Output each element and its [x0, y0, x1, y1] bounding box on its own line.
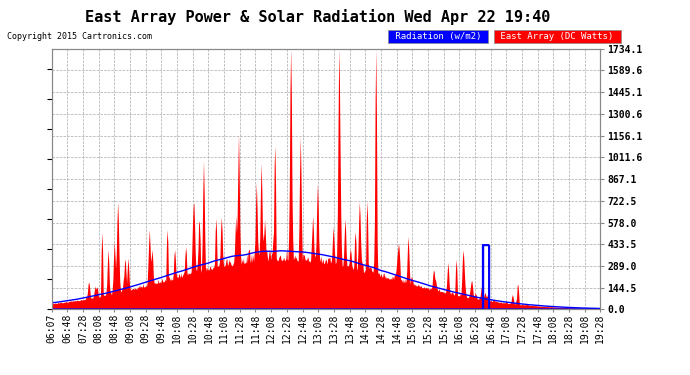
Text: Radiation (w/m2): Radiation (w/m2) [390, 32, 486, 41]
Text: East Array (DC Watts): East Array (DC Watts) [495, 32, 619, 41]
Text: East Array Power & Solar Radiation Wed Apr 22 19:40: East Array Power & Solar Radiation Wed A… [85, 9, 550, 26]
Bar [483, 245, 489, 309]
Text: Copyright 2015 Cartronics.com: Copyright 2015 Cartronics.com [7, 32, 152, 41]
